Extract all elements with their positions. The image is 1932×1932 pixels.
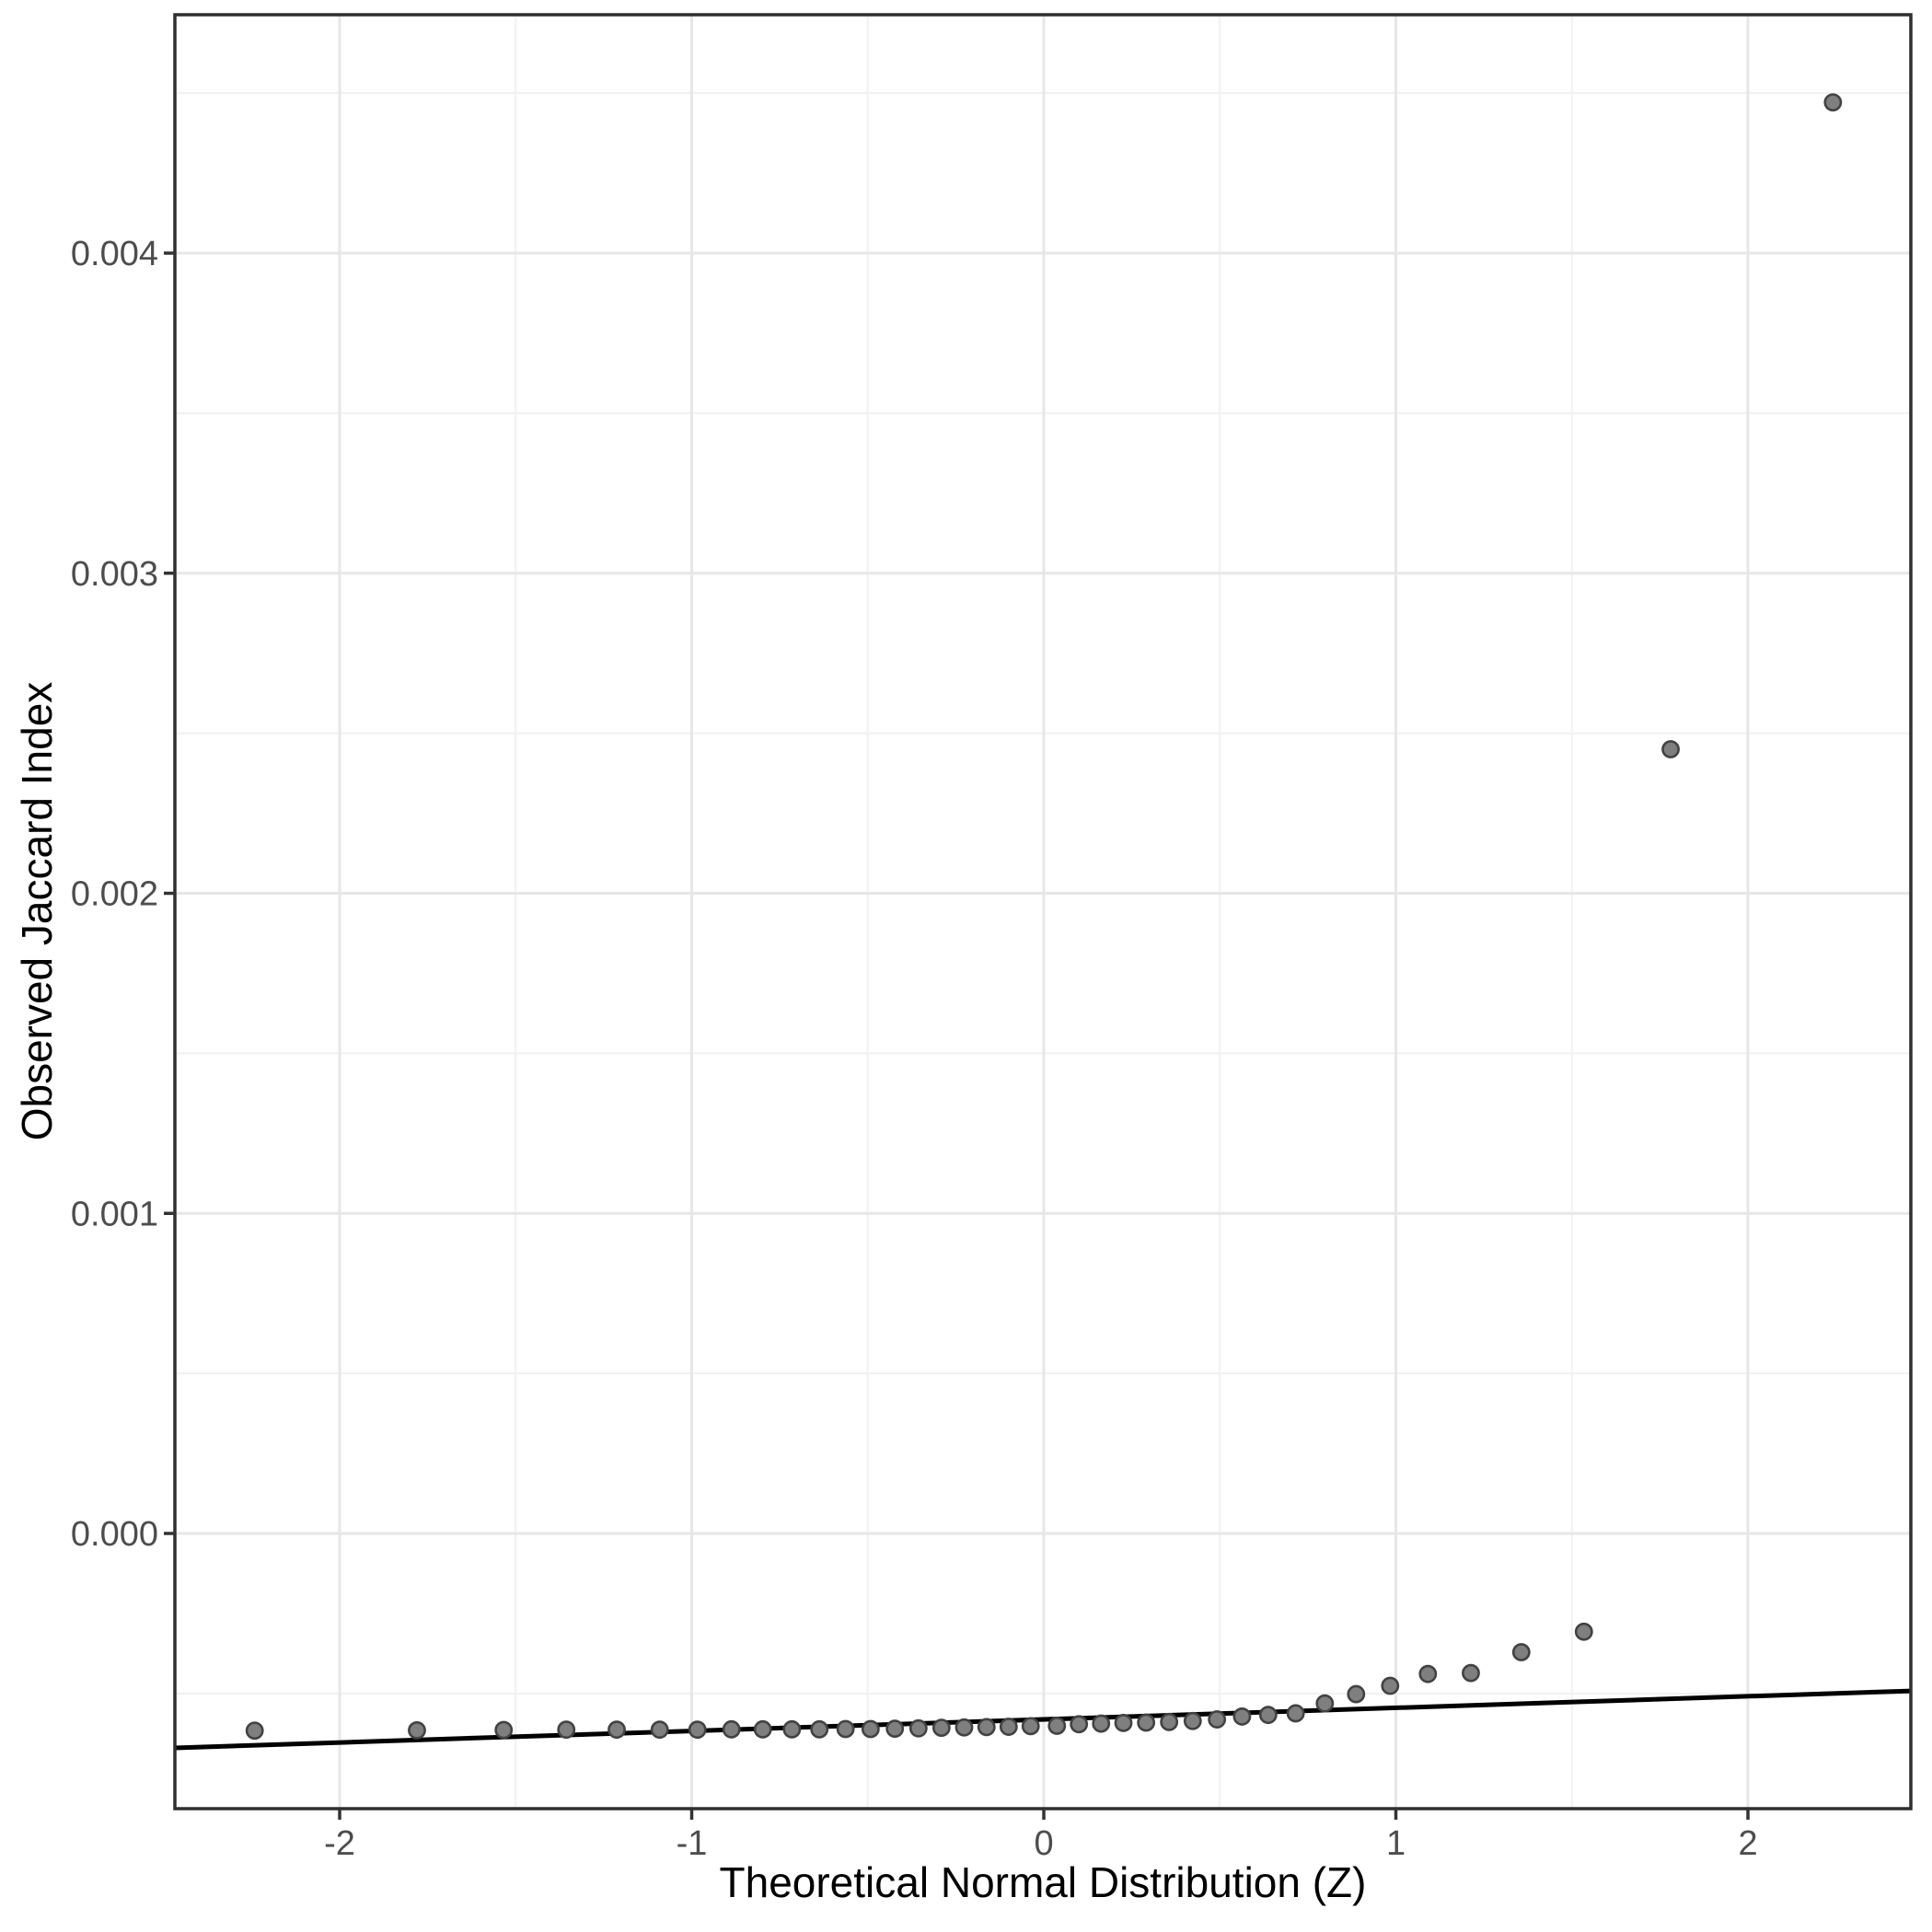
x-tick-label: 1 [1386,1824,1406,1863]
data-point [1258,1706,1278,1725]
data-point [908,1718,928,1738]
data-point [931,1718,951,1737]
data-point [1381,1676,1400,1695]
data-point [1137,1713,1156,1732]
data-point [999,1718,1018,1736]
data-point [1092,1714,1111,1733]
data-point [722,1719,741,1739]
data-point [650,1720,669,1740]
y-axis-title: Observed Jaccard Index [13,682,61,1141]
x-tick-label: -2 [324,1824,355,1863]
data-point [1114,1713,1133,1732]
data-point [1183,1711,1202,1730]
x-tick-label: 2 [1738,1824,1757,1863]
data-point [1661,740,1680,758]
data-point [977,1718,996,1737]
data-point [1418,1664,1438,1683]
data-point [1021,1717,1040,1736]
y-tick-label: 0.003 [71,555,158,594]
data-point [494,1720,514,1740]
axes: -2 -1 0 1 2 0.000 0.001 0.002 0.003 0.004 [71,235,1758,1863]
x-axis-title: Theoretical Normal Distribution (Z) [720,1858,1367,1906]
qq-reference-line [174,1688,1912,1751]
data-point [1232,1707,1252,1726]
x-tick-label: 0 [1034,1824,1053,1863]
data-point [1160,1712,1179,1731]
data-point [753,1719,772,1739]
data-point [1315,1694,1335,1713]
data-point [861,1719,880,1739]
data-point [885,1719,905,1739]
data-point [1047,1717,1067,1735]
data-point [1511,1643,1531,1661]
data-point [1347,1684,1366,1704]
data-point [1823,93,1843,112]
data-point [1462,1663,1480,1683]
data-point [810,1719,829,1739]
data-point [557,1720,576,1740]
data-point [408,1720,426,1740]
data-point [1070,1715,1089,1734]
y-tick-label: 0.000 [71,1515,158,1554]
y-tick-label: 0.004 [71,235,158,273]
x-tick-label: -1 [677,1824,708,1863]
data-point [782,1719,802,1739]
y-tick-label: 0.002 [71,875,158,914]
data-point [607,1720,626,1740]
data-point [1574,1622,1593,1641]
data-point [954,1718,974,1737]
data-point [1286,1704,1305,1723]
plot-panel [173,13,1913,1811]
data-point [245,1721,264,1741]
data-point [1208,1710,1227,1729]
y-tick-label: 0.001 [71,1195,158,1233]
data-point [836,1719,855,1739]
data-point [688,1720,707,1740]
